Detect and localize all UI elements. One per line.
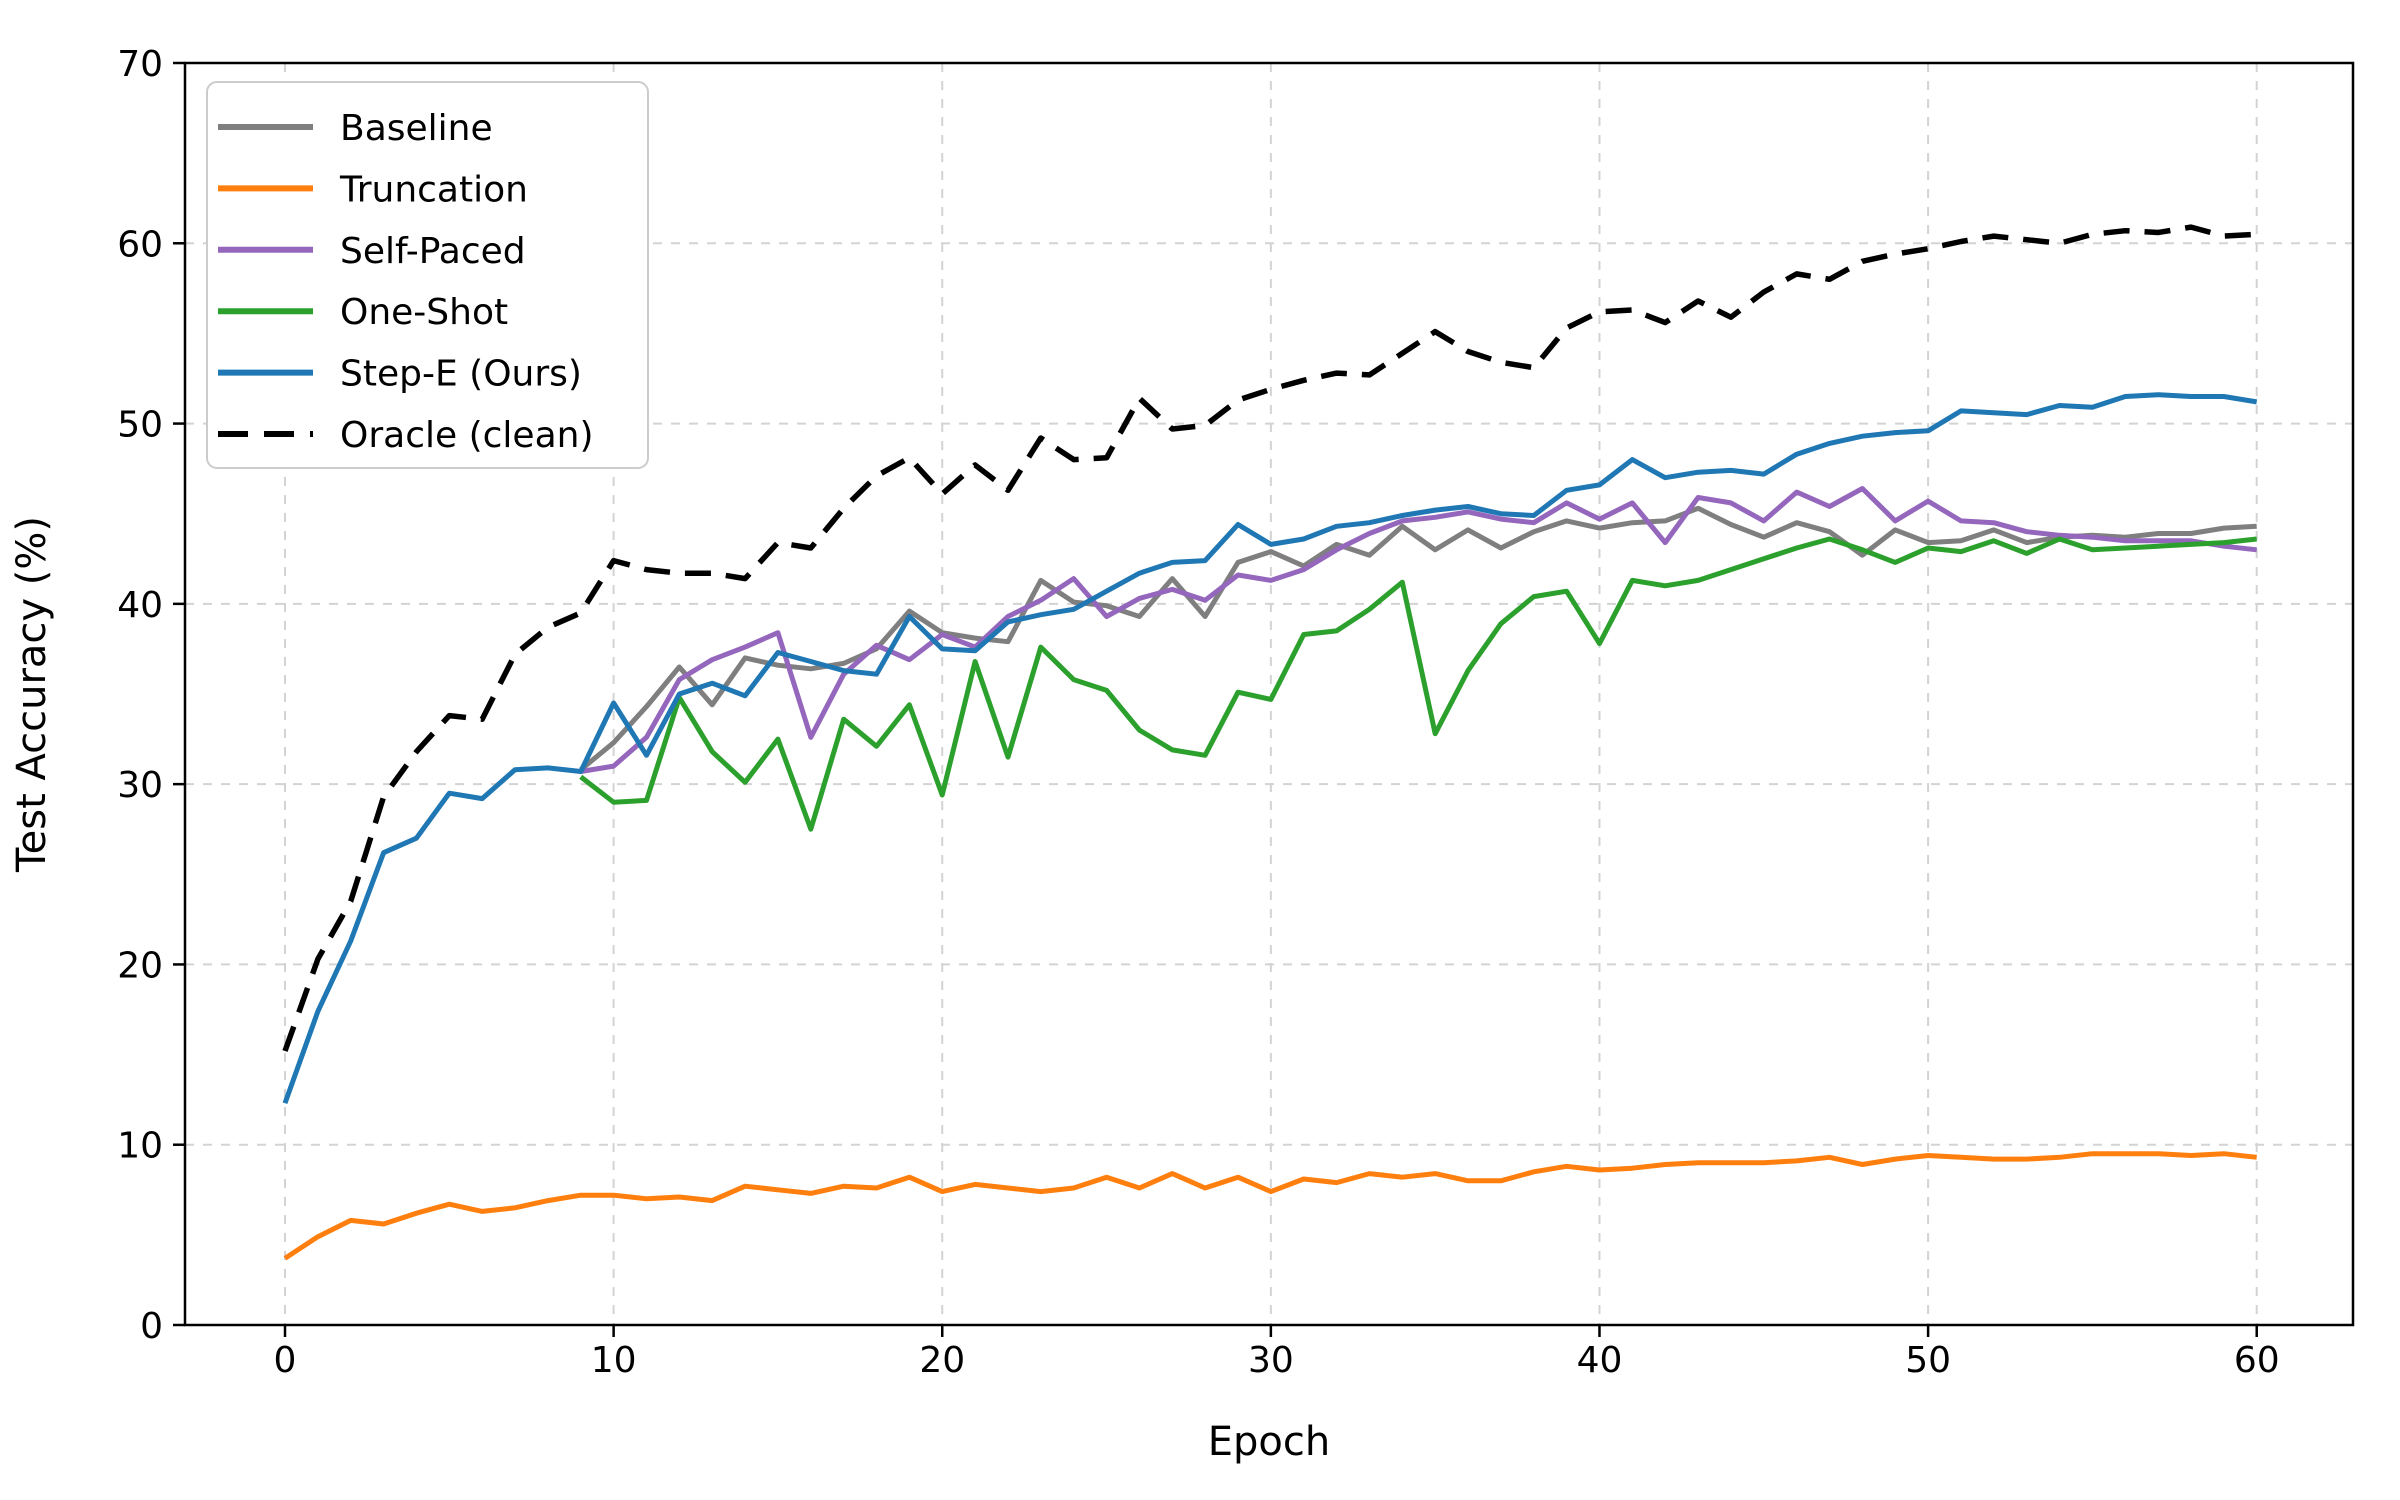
- y-axis-label: Test Accuracy (%): [9, 516, 55, 873]
- series-line-oracle-clean-: [282, 224, 2257, 1052]
- y-tick-label: 10: [117, 1126, 163, 1167]
- legend-label-self-paced: Self-Paced: [340, 231, 526, 272]
- series-line-self-paced: [580, 486, 2257, 774]
- plot-frame: [183, 61, 2355, 1327]
- x-tick-label: 10: [591, 1340, 637, 1381]
- y-tick-label: 40: [117, 585, 163, 626]
- x-tick-label: 0: [274, 1340, 297, 1381]
- y-tick-label: 30: [117, 765, 163, 806]
- legend-label-truncation: Truncation: [339, 169, 528, 210]
- y-tick-label: 60: [117, 224, 163, 265]
- x-tick-label: 20: [919, 1340, 965, 1381]
- x-tick-label: 60: [2234, 1340, 2280, 1381]
- x-tick-label: 30: [1248, 1340, 1294, 1381]
- legend-box: [206, 81, 649, 469]
- legend-label-baseline: Baseline: [340, 108, 493, 149]
- y-tick-label: 0: [140, 1306, 163, 1347]
- legend-label-oracle-clean-: Oracle (clean): [340, 415, 594, 456]
- x-tick-label: 50: [1905, 1340, 1951, 1381]
- legend-label-step-e-ours-: Step-E (Ours): [340, 354, 582, 395]
- series-line-step-e-ours-: [282, 392, 2258, 1105]
- x-axis-label: Epoch: [1208, 1419, 1330, 1465]
- y-tick-label: 50: [117, 405, 163, 446]
- y-tick-label: 70: [117, 44, 163, 85]
- series-line-truncation: [283, 1151, 2257, 1261]
- legend-label-one-shot: One-Shot: [340, 292, 508, 333]
- series-line-baseline: [579, 505, 2257, 772]
- y-tick-label: 20: [117, 945, 163, 986]
- x-tick-label: 40: [1577, 1340, 1623, 1381]
- series-line-one-shot: [579, 536, 2257, 832]
